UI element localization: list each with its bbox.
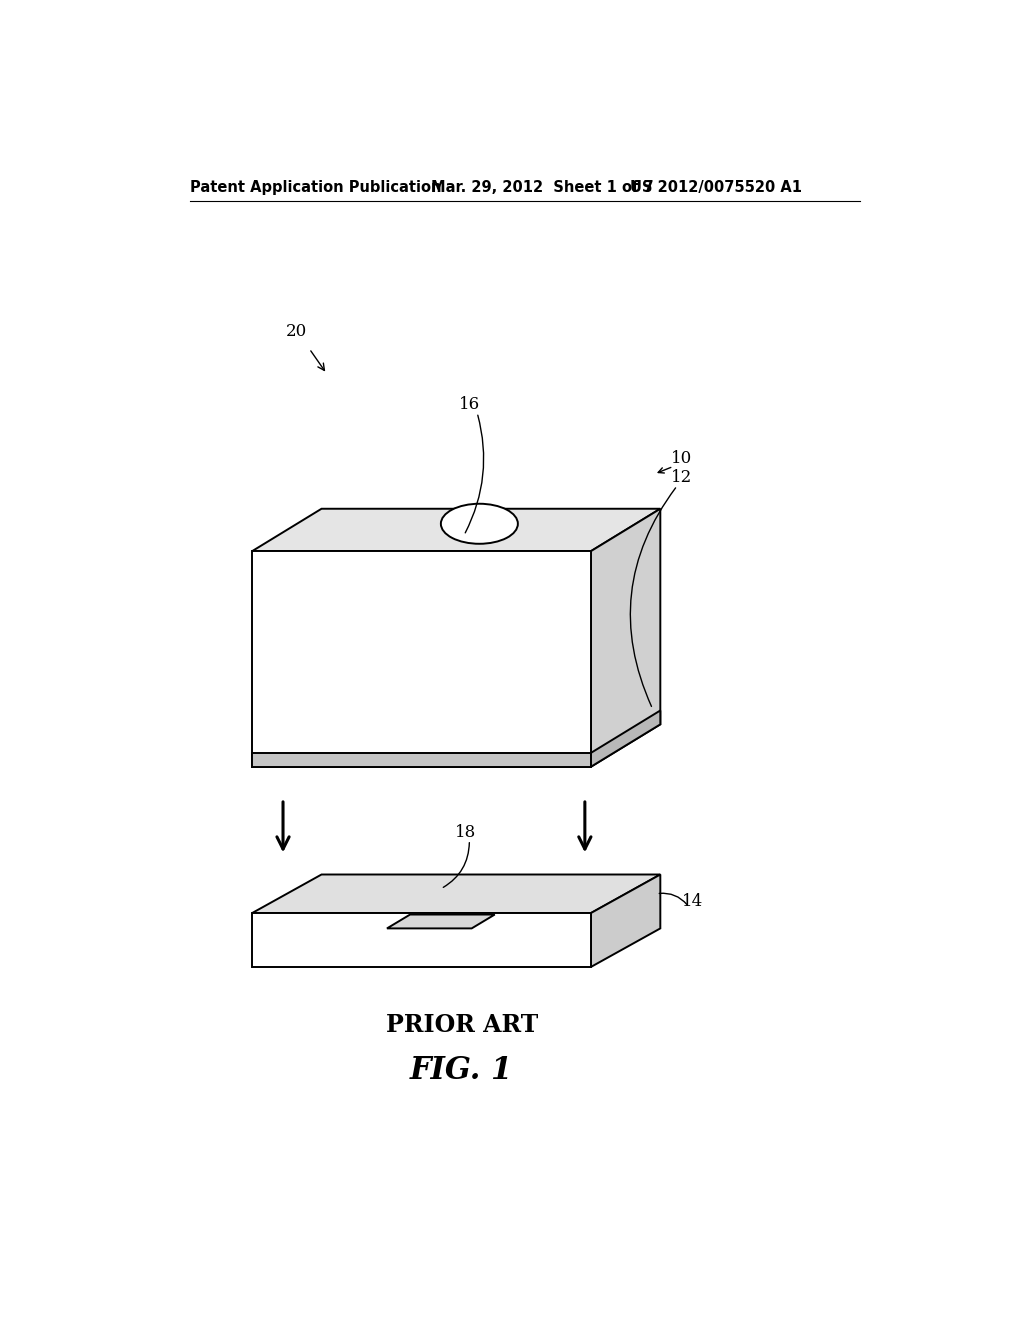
Ellipse shape bbox=[441, 504, 518, 544]
Text: FIG. 1: FIG. 1 bbox=[410, 1056, 513, 1086]
Text: 12: 12 bbox=[671, 470, 692, 487]
Polygon shape bbox=[252, 508, 660, 552]
Polygon shape bbox=[252, 913, 591, 966]
Text: 16: 16 bbox=[459, 396, 480, 413]
Text: 14: 14 bbox=[682, 892, 703, 909]
Text: Patent Application Publication: Patent Application Publication bbox=[189, 180, 441, 195]
Polygon shape bbox=[591, 508, 660, 767]
Polygon shape bbox=[387, 915, 495, 928]
Polygon shape bbox=[252, 875, 660, 913]
Polygon shape bbox=[591, 710, 660, 767]
Polygon shape bbox=[591, 875, 660, 966]
Text: 18: 18 bbox=[455, 824, 476, 841]
Text: Mar. 29, 2012  Sheet 1 of 7: Mar. 29, 2012 Sheet 1 of 7 bbox=[431, 180, 653, 195]
Text: PRIOR ART: PRIOR ART bbox=[385, 1012, 538, 1036]
Text: 10: 10 bbox=[671, 450, 692, 467]
Polygon shape bbox=[252, 752, 591, 767]
Text: 20: 20 bbox=[286, 323, 307, 341]
Polygon shape bbox=[252, 552, 591, 767]
Text: US 2012/0075520 A1: US 2012/0075520 A1 bbox=[630, 180, 802, 195]
